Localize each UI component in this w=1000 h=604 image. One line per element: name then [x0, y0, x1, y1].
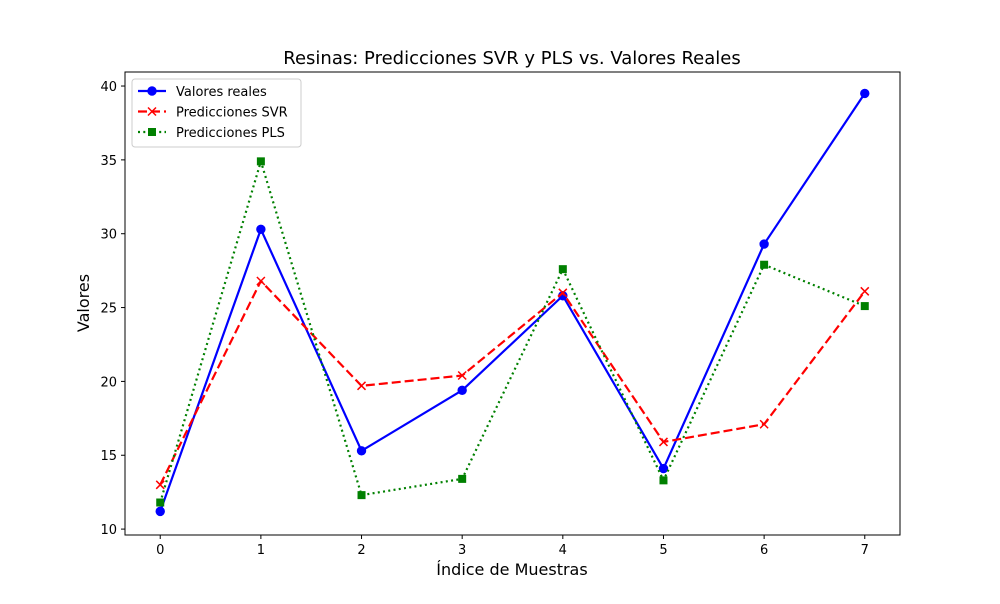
- legend-label: Predicciones SVR: [176, 106, 288, 121]
- series-layer: [155, 88, 870, 517]
- x-tick-label: 6: [760, 543, 768, 558]
- data-point: [156, 498, 165, 507]
- data-point: [155, 506, 165, 517]
- x-tick-label: 7: [861, 543, 869, 558]
- data-point: [860, 286, 870, 296]
- x-axis-label: Índice de Muestras: [436, 560, 587, 579]
- y-tick-label: 25: [100, 302, 117, 317]
- x-tick-label: 1: [257, 543, 265, 558]
- data-point: [155, 480, 165, 490]
- x-tick-label: 2: [357, 543, 365, 558]
- y-tick-label: 10: [100, 523, 117, 538]
- series-square: [156, 157, 869, 507]
- data-point: [658, 437, 669, 447]
- x-axis: 0 1 2 3 4 5 6 7: [156, 535, 869, 558]
- x-tick-label: 0: [156, 543, 164, 558]
- y-axis-label: Valores: [74, 274, 93, 332]
- data-point: [458, 474, 467, 483]
- plot-frame: [124, 71, 901, 536]
- data-point: [658, 463, 669, 474]
- x-tick-label: 4: [559, 543, 567, 558]
- legend-swatch-marker: [147, 106, 157, 117]
- legend-label: Valores reales: [176, 85, 267, 100]
- series-line: [159, 160, 866, 503]
- y-tick-label: 20: [100, 375, 117, 390]
- data-point: [659, 476, 668, 485]
- plot-background: [125, 72, 900, 535]
- data-point: [457, 370, 467, 381]
- legend-swatch-marker: [147, 86, 157, 96]
- y-tick-label: 15: [100, 449, 117, 464]
- legend: Valores reales Predicciones SVR Prediccion…: [131, 78, 302, 148]
- y-axis: 10 15 20 25 30 35 40: [100, 80, 125, 538]
- series-line: [159, 92, 866, 512]
- legend-box: [131, 78, 302, 148]
- chart-title: Resinas: Predicciones SVR y PLS vs. Valo…: [283, 48, 740, 69]
- data-point: [558, 288, 568, 298]
- data-point: [860, 302, 869, 311]
- data-point: [759, 239, 769, 249]
- data-point: [860, 88, 870, 99]
- y-tick-label: 35: [100, 154, 117, 169]
- data-point: [357, 491, 366, 500]
- series-x: [155, 276, 870, 490]
- data-point: [256, 224, 266, 234]
- data-point: [760, 260, 769, 269]
- x-tick-label: 5: [659, 543, 667, 558]
- y-tick-label: 40: [100, 80, 117, 95]
- legend-swatch-marker: [148, 128, 156, 136]
- data-point: [759, 419, 769, 429]
- data-point: [457, 385, 467, 395]
- data-point: [356, 381, 367, 391]
- x-tick-label: 3: [458, 543, 466, 558]
- data-point: [256, 276, 266, 286]
- data-point: [356, 446, 367, 456]
- legend-label: Predicciones PLS: [176, 126, 285, 141]
- series-circle: [155, 88, 870, 517]
- series-line: [159, 279, 866, 486]
- data-point: [558, 265, 567, 274]
- y-tick-label: 30: [100, 228, 117, 243]
- data-point: [256, 157, 265, 166]
